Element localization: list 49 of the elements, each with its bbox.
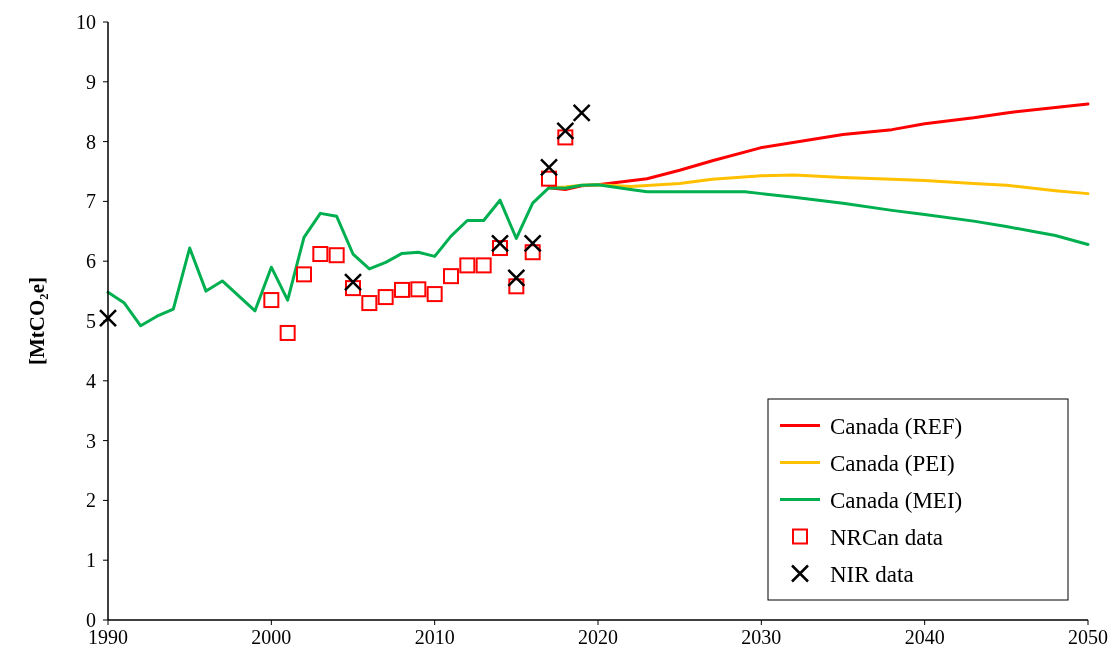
- point: [523, 234, 542, 253]
- point: [312, 246, 329, 263]
- y-tick-label: 7: [86, 190, 96, 213]
- legend-label: Canada (REF): [830, 413, 963, 439]
- y-tick-label: 8: [86, 130, 96, 153]
- legend-label: Canada (PEI): [830, 450, 955, 476]
- y-tick-label: 9: [86, 70, 96, 93]
- x-tick-label: 2040: [904, 626, 945, 648]
- point: [426, 286, 443, 303]
- y-tick-label: 2: [86, 489, 96, 512]
- point: [507, 268, 526, 288]
- y-tick-label: 1: [86, 549, 96, 572]
- y-tick-label: 5: [86, 310, 96, 332]
- point: [557, 129, 574, 146]
- point: [328, 247, 345, 264]
- point: [296, 266, 312, 283]
- point: [443, 268, 459, 285]
- y-tick-label: 6: [86, 250, 96, 273]
- y-tick-label: 3: [86, 429, 96, 452]
- point: [475, 257, 492, 274]
- point: [279, 324, 296, 341]
- point: [556, 121, 575, 141]
- point: [345, 280, 361, 297]
- point: [263, 292, 280, 309]
- point: [541, 170, 557, 187]
- x-tick-label: 2030: [741, 626, 782, 648]
- point: [539, 158, 559, 177]
- point: [508, 278, 525, 295]
- point: [572, 103, 591, 123]
- point: [410, 281, 427, 298]
- legend-label: NRCan data: [830, 524, 944, 550]
- x-tick-label: 2050: [1068, 626, 1108, 648]
- y-tick-label: 10: [76, 11, 96, 33]
- x-tick-label: 2000: [251, 626, 292, 648]
- point: [492, 240, 508, 257]
- x-tick-label: 2020: [578, 626, 618, 648]
- point: [343, 272, 363, 292]
- point: [459, 257, 476, 274]
- y-tick-label: 4: [86, 369, 96, 392]
- point: [524, 244, 541, 261]
- legend-label: Canada (MEI): [830, 487, 963, 513]
- y-axis-title: [MtCO₂e]: [25, 277, 49, 365]
- x-tick-label: 2010: [414, 626, 455, 648]
- point: [98, 308, 118, 328]
- legend-label: NIR data: [830, 561, 914, 587]
- point: [394, 281, 410, 298]
- point: [361, 295, 378, 312]
- point: [377, 289, 394, 306]
- point: [490, 234, 510, 253]
